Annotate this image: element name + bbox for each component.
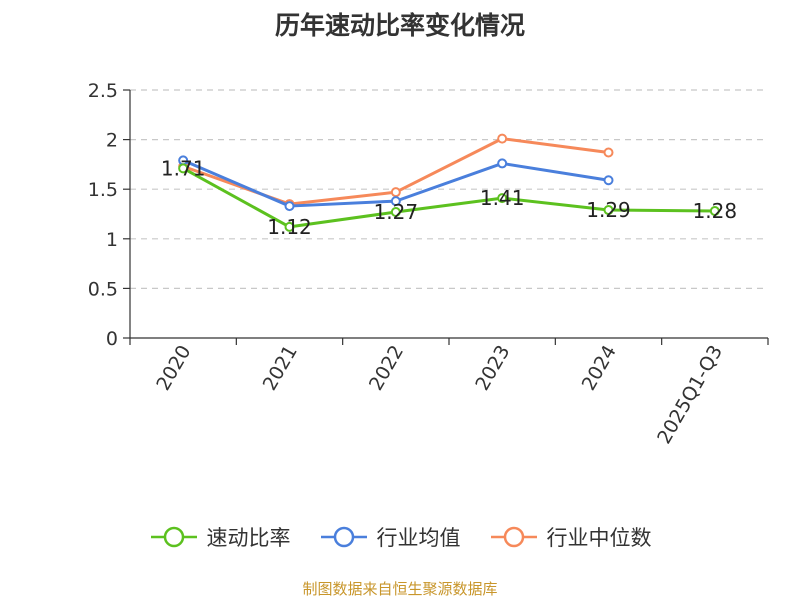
legend-marker — [163, 526, 184, 548]
data-point — [603, 205, 614, 216]
y-tick-label: 1.5 — [88, 179, 118, 201]
data-point — [390, 196, 401, 207]
x-tick-label: 2022 — [365, 342, 408, 395]
y-tick-label: 0.5 — [88, 278, 118, 300]
x-tick-label: 2021 — [259, 342, 302, 395]
data-label: 1.12 — [267, 215, 312, 239]
y-tick-label: 2 — [106, 130, 118, 152]
data-labels: 1.71 1.12 1.27 1.41 1.29 1.28 — [161, 156, 737, 239]
series-line — [182, 167, 715, 229]
legend-line-icon — [320, 526, 367, 548]
data-point — [390, 187, 401, 198]
data-label: 1.29 — [586, 198, 631, 222]
y-tick-label: 1 — [106, 229, 118, 251]
source-note: 制图数据来自恒生聚源数据库 — [302, 580, 498, 598]
legend-marker — [333, 526, 354, 548]
legend-label: 速动比率 — [206, 526, 291, 550]
x-tick-label: 2024 — [578, 342, 621, 395]
data-point — [497, 193, 508, 204]
x-tick-label: 2025Q1-Q3 — [653, 342, 727, 448]
y-tick-label: 0 — [106, 328, 118, 350]
data-label: 1.27 — [374, 200, 419, 224]
axes: 0 0.5 1 1.5 2 2.5 2020 2021 2022 2023 2024 2025Q1-Q… — [88, 80, 769, 448]
legend-item[interactable]: 行业均值 — [319, 522, 461, 552]
legend-label: 行业均值 — [376, 526, 461, 550]
x-tick-label: 2020 — [152, 342, 195, 395]
legend-line-icon — [150, 526, 197, 548]
legend-marker — [503, 526, 524, 548]
legend-item[interactable]: 行业中位数 — [489, 522, 652, 552]
legend-item[interactable]: 速动比率 — [149, 522, 291, 552]
legend-line-icon — [490, 526, 537, 548]
data-point — [284, 221, 295, 232]
data-point — [284, 201, 295, 212]
data-point — [390, 207, 401, 218]
y-tick-label: 2.5 — [88, 80, 118, 102]
legend-label: 行业中位数 — [546, 526, 652, 550]
data-point — [603, 147, 614, 158]
data-label: 1.41 — [480, 186, 525, 210]
data-point — [497, 158, 508, 169]
data-label: 1.28 — [693, 199, 738, 223]
grid-lines — [130, 89, 768, 289]
data-point — [178, 163, 189, 174]
data-point — [603, 175, 614, 186]
series-lines — [178, 133, 720, 232]
chart-title: 历年速动比率变化情况 — [274, 11, 525, 40]
legend: 速动比率 行业均值 行业中位数 — [0, 520, 800, 554]
x-tick-label: 2023 — [471, 341, 514, 394]
data-point — [709, 206, 720, 217]
data-label: 1.71 — [161, 156, 206, 180]
data-point — [497, 133, 508, 144]
